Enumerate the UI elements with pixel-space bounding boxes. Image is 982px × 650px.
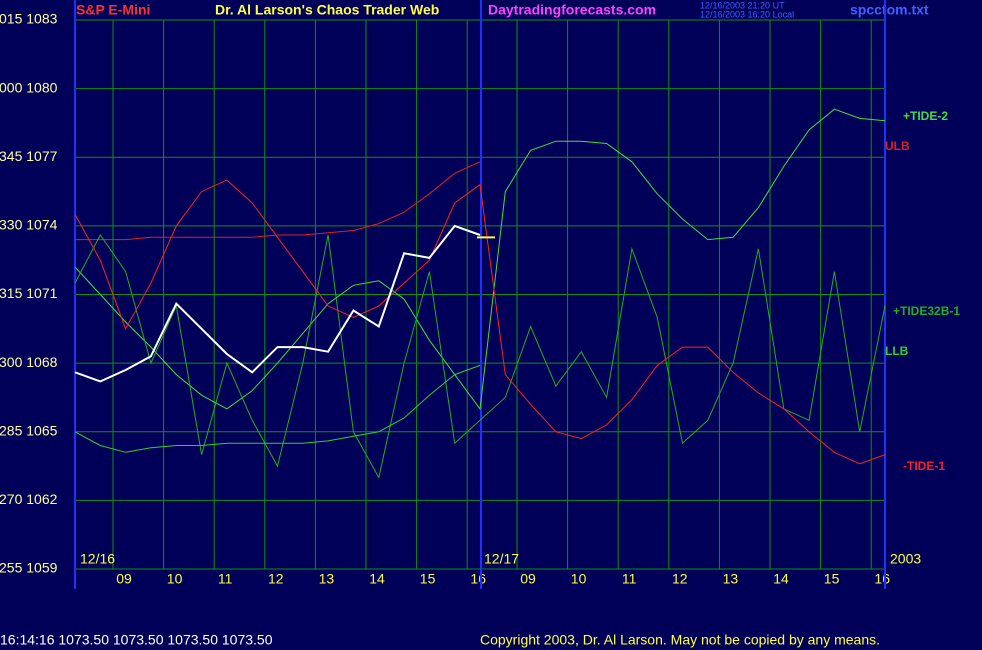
y-tick-label: 015 1083: [0, 11, 58, 27]
series-line: [74, 108, 886, 411]
day-label: 12/17: [484, 551, 519, 567]
y-tick-label: 315 1071: [0, 285, 58, 301]
timestamp-local: 12/16/2003 16:20 Local: [700, 9, 794, 19]
series-label: +TIDE-2: [903, 109, 948, 123]
x-tick-label: 11: [622, 571, 637, 587]
x-tick-label: 16: [874, 571, 890, 587]
y-tick-label: 255 1059: [0, 560, 58, 576]
chart-title: S&P E-Mini: [76, 2, 150, 18]
x-tick-label: 09: [520, 571, 536, 587]
y-tick-label: 270 1062: [0, 491, 58, 507]
series-label: -TIDE-1: [903, 459, 945, 473]
series-line: [74, 364, 481, 453]
site: Daytradingforecasts.com: [488, 2, 656, 18]
day-label: 12/16: [80, 551, 115, 567]
x-tick-label: 15: [824, 571, 840, 587]
y-tick-label: 000 1080: [0, 79, 58, 95]
header: Dr. Al Larson's Chaos Trader Web: [215, 2, 439, 18]
x-tick-label: 14: [369, 571, 385, 587]
series-label: LLB: [885, 344, 909, 358]
series-line: [75, 161, 481, 241]
x-tick-label: 12: [268, 571, 284, 587]
series-label: ULB: [885, 139, 910, 153]
series-label: +TIDE32B-1: [893, 304, 960, 318]
copyright: Copyright 2003, Dr. Al Larson. May not b…: [480, 632, 880, 648]
series-line: [74, 224, 481, 383]
x-tick-label: 12: [672, 571, 688, 587]
x-tick-label: 13: [319, 571, 335, 587]
x-tick-label: 11: [218, 571, 233, 587]
x-tick-label: 13: [723, 571, 739, 587]
series-line: [74, 179, 886, 465]
x-tick-label: 10: [167, 571, 183, 587]
x-tick-label: 09: [116, 571, 132, 587]
y-tick-label: 345 1077: [0, 148, 58, 164]
day-label: 2003: [890, 551, 921, 567]
y-tick-label: 300 1068: [0, 354, 58, 370]
y-tick-label: 285 1065: [0, 422, 58, 438]
y-tick-label: 330 1074: [0, 217, 58, 233]
quote: 16:14:16 1073.50 1073.50 1073.50 1073.50: [0, 632, 273, 648]
x-tick-label: 14: [773, 571, 789, 587]
timestamp-ut: 12/16/2003 21:20 UT: [700, 0, 785, 10]
x-tick-label: 16: [470, 571, 486, 587]
x-tick-label: 15: [420, 571, 436, 587]
series-line: [74, 234, 886, 479]
file-name: spcctom.txt: [850, 2, 929, 18]
x-tick-label: 10: [571, 571, 587, 587]
